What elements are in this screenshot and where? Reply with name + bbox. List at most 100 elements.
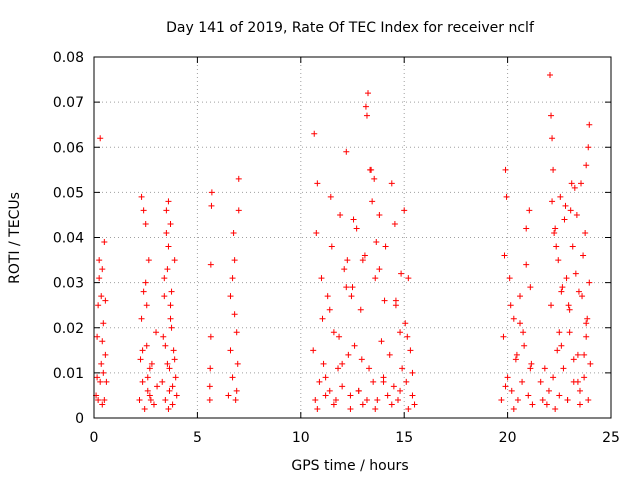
data-point xyxy=(344,257,351,264)
data-point xyxy=(347,405,354,412)
data-point xyxy=(527,365,534,372)
data-point xyxy=(405,275,412,282)
data-point xyxy=(502,166,509,173)
data-point xyxy=(394,396,401,403)
data-point xyxy=(326,306,333,313)
data-point xyxy=(165,198,172,205)
data-point xyxy=(350,216,357,223)
data-point xyxy=(576,401,583,408)
data-point xyxy=(148,360,155,367)
data-point xyxy=(543,401,550,408)
data-point xyxy=(550,166,557,173)
data-points xyxy=(93,72,594,412)
data-point xyxy=(539,396,546,403)
data-point xyxy=(355,387,362,394)
data-point xyxy=(97,378,104,385)
data-point xyxy=(171,257,178,264)
data-point xyxy=(167,302,174,309)
data-point xyxy=(162,342,169,349)
data-point xyxy=(517,320,524,327)
data-point xyxy=(227,347,234,354)
data-point xyxy=(326,387,333,394)
y-tick-label: 0.06 xyxy=(53,140,84,156)
data-point xyxy=(574,351,581,358)
data-point xyxy=(359,257,366,264)
data-point xyxy=(235,207,242,214)
data-point xyxy=(102,351,109,358)
data-point xyxy=(168,324,175,331)
data-point xyxy=(563,275,570,282)
data-point xyxy=(564,396,571,403)
data-point xyxy=(358,356,365,363)
data-point xyxy=(97,135,104,142)
data-point xyxy=(519,378,526,385)
data-point xyxy=(330,329,337,336)
data-point xyxy=(231,257,238,264)
data-point xyxy=(335,365,342,372)
data-point xyxy=(330,401,337,408)
data-point xyxy=(98,360,105,367)
data-point xyxy=(359,401,366,408)
data-point xyxy=(345,351,352,358)
data-point xyxy=(94,374,101,381)
data-point xyxy=(586,121,593,128)
data-point xyxy=(526,207,533,214)
data-point xyxy=(142,220,149,227)
data-point xyxy=(529,401,536,408)
data-point xyxy=(162,396,169,403)
data-point xyxy=(322,374,329,381)
data-point xyxy=(146,392,153,399)
data-point xyxy=(560,365,567,372)
data-point xyxy=(150,401,157,408)
data-point xyxy=(322,392,329,399)
data-point xyxy=(165,405,172,412)
data-point xyxy=(170,347,177,354)
x-tick-label: 15 xyxy=(395,430,413,446)
data-point xyxy=(403,378,410,385)
data-point xyxy=(570,356,577,363)
data-point xyxy=(206,396,213,403)
data-point xyxy=(388,401,395,408)
data-point xyxy=(381,297,388,304)
data-point xyxy=(585,396,592,403)
data-point xyxy=(171,356,178,363)
data-point xyxy=(548,302,555,309)
data-point xyxy=(142,279,149,286)
data-point xyxy=(311,130,318,137)
data-point xyxy=(501,252,508,259)
grid-lines xyxy=(94,57,611,418)
data-point xyxy=(143,302,150,309)
data-point xyxy=(409,369,416,376)
data-point xyxy=(581,351,588,358)
data-point xyxy=(163,207,170,214)
data-point xyxy=(172,374,179,381)
data-point xyxy=(366,365,373,372)
data-point xyxy=(556,329,563,336)
data-point xyxy=(367,166,374,173)
x-tick-label: 5 xyxy=(193,430,202,446)
data-point xyxy=(234,360,241,367)
y-axis-label: ROTI / TECUs xyxy=(7,192,23,284)
data-point xyxy=(583,320,590,327)
data-point xyxy=(506,275,513,282)
data-point xyxy=(145,257,152,264)
data-point xyxy=(392,302,399,309)
data-point xyxy=(373,239,380,246)
data-point xyxy=(363,112,370,119)
data-point xyxy=(582,229,589,236)
y-tick-label: 0.08 xyxy=(53,50,84,66)
data-point xyxy=(370,378,377,385)
data-point xyxy=(512,356,519,363)
data-point xyxy=(165,243,172,250)
data-point xyxy=(229,374,236,381)
data-point xyxy=(339,360,346,367)
data-point xyxy=(347,392,354,399)
data-point xyxy=(558,342,565,349)
data-point xyxy=(101,396,108,403)
data-point xyxy=(362,103,369,110)
data-point xyxy=(144,387,151,394)
data-point xyxy=(318,275,325,282)
data-point xyxy=(562,202,569,209)
x-tick-label: 25 xyxy=(602,430,620,446)
data-point xyxy=(576,387,583,394)
